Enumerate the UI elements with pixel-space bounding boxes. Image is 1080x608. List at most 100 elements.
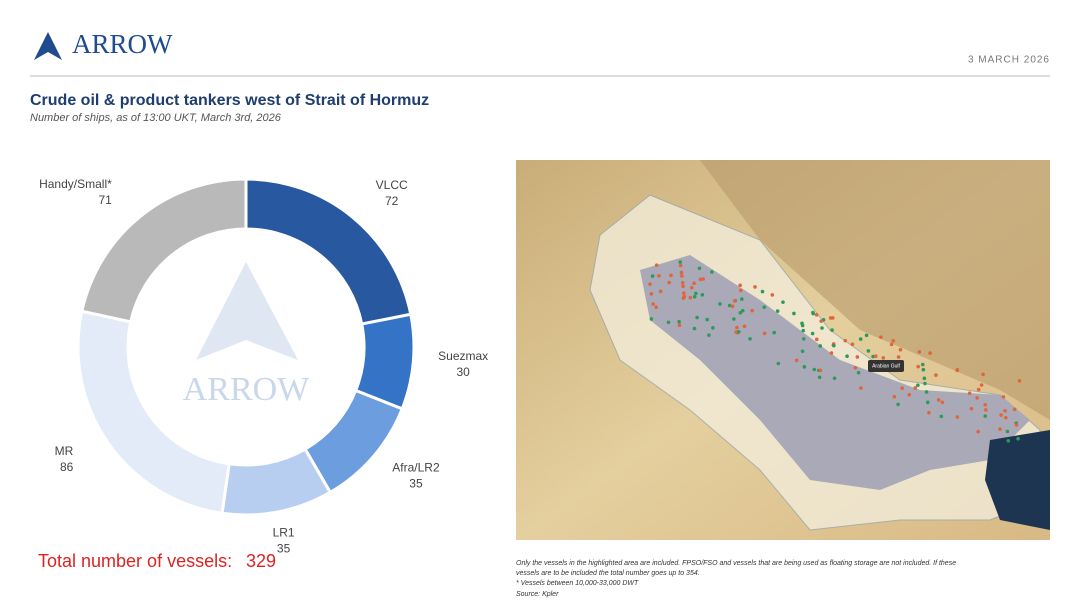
vessel-dot (792, 311, 796, 316)
vessel-dot (682, 291, 686, 296)
note: Source: Kpler (516, 591, 559, 598)
donut: ARROW VLCC 72 Suezmax 30 Afra/LR2 35 LR1 35 MR 86 H… (39, 177, 488, 556)
vessel-dot (1004, 415, 1008, 420)
vessel-dot (748, 337, 752, 341)
total-label: Total number of vessels: (38, 551, 232, 571)
vessel-dot (981, 372, 985, 377)
vessel-dot (739, 297, 744, 301)
vessel-dot (853, 366, 858, 370)
vessel-dot (680, 281, 685, 285)
vessel-dot (881, 356, 886, 360)
vessel-dot (650, 274, 655, 278)
map-label: Arabian Gulf (872, 363, 900, 369)
map: Arabian Gulf (516, 160, 1050, 540)
vessel-dot (677, 323, 682, 327)
vessel-dot (955, 368, 959, 373)
vessel-dot (762, 331, 767, 336)
gulf-water (640, 255, 1030, 490)
vessel-dot (678, 263, 683, 268)
vessel-dot (819, 319, 824, 323)
vessel-dot (727, 303, 732, 308)
vessel-dot (858, 337, 863, 341)
vessel-dot (999, 413, 1003, 417)
vessel-dot (832, 343, 836, 348)
total-value: 329 (246, 551, 276, 571)
vessel-dot (800, 349, 805, 354)
vessel-dot (707, 333, 711, 337)
gulf-of-oman (985, 430, 1050, 530)
vessel-dot (830, 328, 834, 332)
vessel-dot (892, 394, 897, 399)
vessel-dot (689, 285, 694, 290)
vessel-dot (889, 342, 894, 347)
vessel-dot (967, 391, 972, 395)
vessel-dot (734, 330, 738, 334)
vessel-dot (695, 315, 699, 320)
vessel-dot (913, 386, 918, 390)
vessel-dot (969, 406, 974, 411)
vessel-dot (698, 277, 703, 282)
vessel-dot (649, 292, 654, 296)
vessel-dot (976, 387, 981, 392)
vessel-dot (740, 308, 745, 313)
vessel-dot (794, 358, 799, 363)
vessel-dot (859, 386, 863, 390)
vessel-dot (669, 273, 673, 278)
vessel-dot (896, 402, 900, 407)
vessel-dot (742, 324, 747, 329)
vessel-dot (923, 381, 927, 386)
date: 3 MARCH 2026 (968, 55, 1050, 66)
category-label: MR (55, 444, 74, 458)
vessel-dot (843, 338, 848, 343)
vessel-dot (775, 309, 780, 313)
category-label: LR1 (273, 526, 295, 540)
chart-subtitle: Number of ships, as of 13:00 UKT, March … (30, 112, 282, 124)
vessel-dot (738, 283, 742, 288)
vessel-dot (735, 325, 739, 330)
note: * Vessels between 10,000-33,000 DWT (516, 580, 639, 587)
vessel-dot (692, 326, 697, 331)
vessel-dot (781, 300, 785, 304)
vessel-dot (898, 347, 903, 352)
vessel-dot (921, 367, 926, 372)
vessel-dot (917, 350, 922, 354)
vessel-dot (934, 373, 938, 377)
vessel-dot (1006, 438, 1011, 443)
vessel-dot (681, 284, 685, 289)
vessel-dot (762, 305, 767, 309)
vessel-dot (879, 335, 883, 339)
chart-title: Crude oil & product tankers west of Stra… (30, 92, 429, 109)
category-label: Suezmax (438, 349, 488, 363)
vessel-dot (856, 370, 861, 375)
vessel-dot (680, 274, 684, 278)
value-label: 71 (98, 193, 112, 207)
vessel-dot (891, 339, 896, 343)
vessel-dot (814, 337, 819, 342)
vessel-dot (845, 354, 849, 358)
vessel-dot (810, 331, 815, 336)
vessel-dot (705, 317, 709, 322)
vessel-dot (700, 293, 705, 297)
vessel-dot (800, 323, 805, 328)
value-label: 86 (60, 460, 74, 474)
vessel-dot (654, 305, 658, 310)
vessel-dot (654, 263, 659, 267)
value-label: 35 (409, 476, 423, 490)
vessel-dot (1017, 379, 1022, 383)
vessel-dot (811, 310, 815, 315)
vessel-dot (814, 313, 819, 317)
vessel-dot (710, 270, 714, 274)
vessel-dot (732, 317, 736, 321)
vessel-dot (900, 386, 904, 390)
vessel-dot (658, 289, 663, 294)
value-label: 35 (277, 542, 291, 556)
vessel-dot (916, 364, 921, 369)
vessel-dot (1005, 429, 1010, 434)
vessel-dot (871, 354, 875, 359)
watermark: ARROW (183, 371, 310, 408)
vessel-dot (927, 410, 931, 415)
value-label: 30 (457, 365, 471, 379)
vessel-dot (873, 354, 878, 359)
vessel-dot (817, 375, 822, 380)
